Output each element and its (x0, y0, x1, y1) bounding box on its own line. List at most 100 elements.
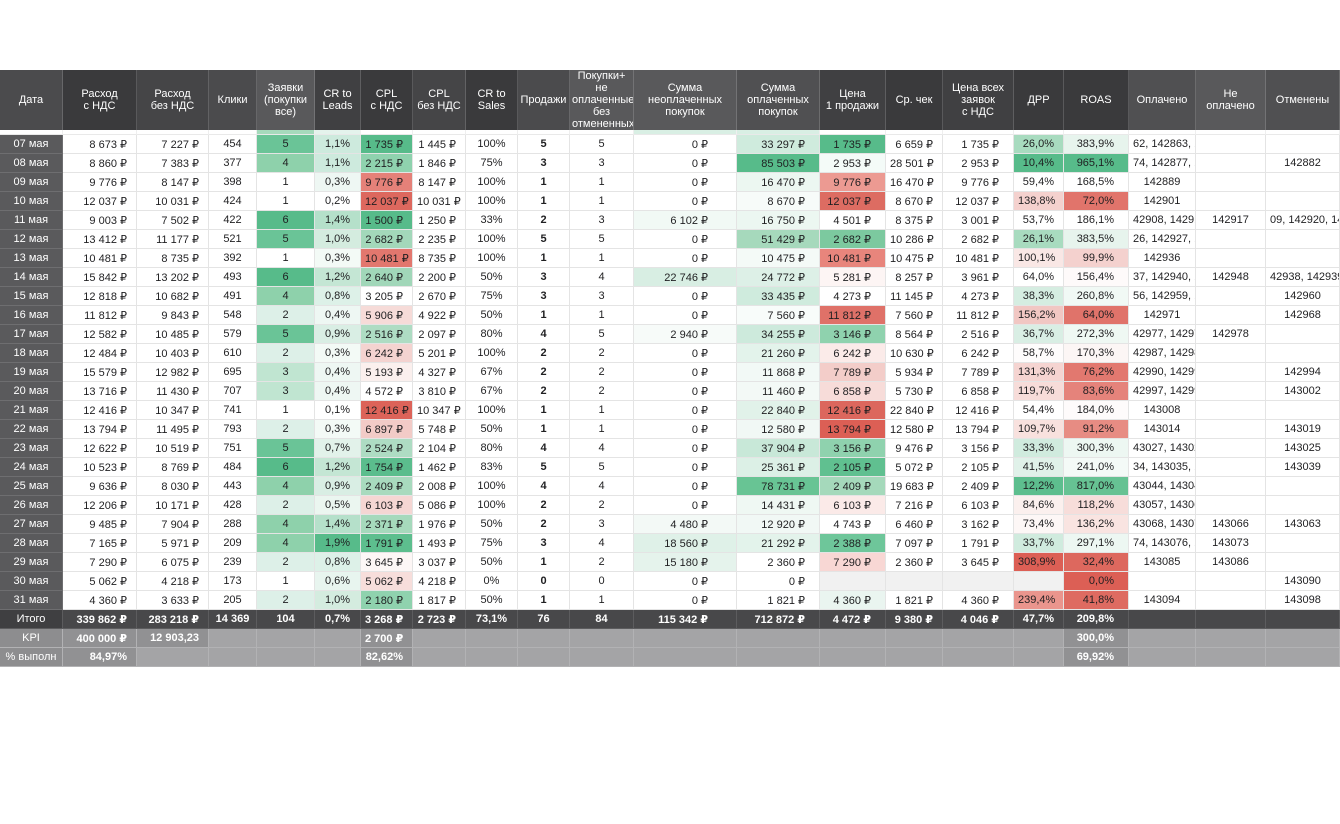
cell-cr_leads[interactable]: 0,8% (315, 553, 361, 572)
cell-avg_check[interactable]: 10 630 ₽ (886, 344, 943, 363)
cell-price_all[interactable]: 12 416 ₽ (943, 401, 1014, 420)
cell-exp_novat[interactable]: 13 202 ₽ (137, 268, 209, 287)
cell-purchases[interactable]: 4 (570, 439, 634, 458)
footer-cell-exp_vat[interactable]: 339 862 ₽ (63, 610, 137, 629)
cell-paid[interactable]: 143014 (1129, 420, 1196, 439)
cell-purchases[interactable]: 3 (570, 211, 634, 230)
cell-drr[interactable]: 26,0% (1014, 135, 1064, 154)
cell-sales[interactable]: 2 (518, 363, 570, 382)
cell-avg_check[interactable]: 16 470 ₽ (886, 173, 943, 192)
cell-drr[interactable]: 26,1% (1014, 230, 1064, 249)
column-header-price_one[interactable]: Цена 1 продажи (820, 70, 886, 130)
footer-cell-sales[interactable] (518, 648, 570, 667)
cell-exp_vat[interactable]: 8 673 ₽ (63, 135, 137, 154)
footer-cell-not_paid[interactable] (1196, 610, 1266, 629)
cell-cr_sales[interactable]: 67% (466, 382, 518, 401)
cell-sales[interactable]: 4 (518, 325, 570, 344)
cell-cr_sales[interactable]: 100% (466, 477, 518, 496)
cell-drr[interactable]: 12,2% (1014, 477, 1064, 496)
cell-cr_leads[interactable]: 0,2% (315, 192, 361, 211)
cell-sales[interactable]: 1 (518, 591, 570, 610)
row-header-cell[interactable]: 11 мая (0, 211, 63, 230)
cell-price_one[interactable]: 12 037 ₽ (820, 192, 886, 211)
cell-cpl_vat[interactable]: 5 906 ₽ (361, 306, 413, 325)
cell-price_all[interactable]: 1 735 ₽ (943, 135, 1014, 154)
footer-cell-exp_novat[interactable] (137, 648, 209, 667)
cell-drr[interactable]: 119,7% (1014, 382, 1064, 401)
column-header-exp_vat[interactable]: Расход с НДС (63, 70, 137, 130)
footer-cell-exp_novat[interactable]: 12 903,23 (137, 629, 209, 648)
cell-avg_check[interactable]: 7 216 ₽ (886, 496, 943, 515)
cell-price_all[interactable]: 7 789 ₽ (943, 363, 1014, 382)
cell-exp_novat[interactable]: 3 633 ₽ (137, 591, 209, 610)
cell-roas[interactable]: 300,3% (1064, 439, 1129, 458)
cell-cpl_vat[interactable]: 5 193 ₽ (361, 363, 413, 382)
cell-exp_vat[interactable]: 12 206 ₽ (63, 496, 137, 515)
cell-paid[interactable]: 42990, 142991 (1129, 363, 1196, 382)
cell-clicks[interactable]: 392 (209, 249, 257, 268)
row-header-cell[interactable]: 26 мая (0, 496, 63, 515)
cell-not_paid[interactable] (1196, 382, 1266, 401)
row-header-cell[interactable]: 30 мая (0, 572, 63, 591)
cell-avg_check[interactable]: 5 934 ₽ (886, 363, 943, 382)
cell-roas[interactable]: 136,2% (1064, 515, 1129, 534)
cell-avg_check[interactable]: 11 145 ₽ (886, 287, 943, 306)
cell-not_paid[interactable]: 143066 (1196, 515, 1266, 534)
cell-cr_sales[interactable]: 50% (466, 591, 518, 610)
cell-paid[interactable]: 26, 142927, 14 (1129, 230, 1196, 249)
footer-cell-exp_novat[interactable]: 283 218 ₽ (137, 610, 209, 629)
footer-label-pct_done[interactable]: % выполн (0, 648, 63, 667)
cell-not_paid[interactable] (1196, 458, 1266, 477)
cell-paid[interactable]: 142901 (1129, 192, 1196, 211)
cell-not_paid[interactable] (1196, 344, 1266, 363)
cell-sum_unpaid[interactable]: 0 ₽ (634, 496, 737, 515)
cell-not_paid[interactable] (1196, 477, 1266, 496)
cell-sum_paid[interactable]: 16 750 ₽ (737, 211, 820, 230)
cell-exp_novat[interactable]: 10 031 ₽ (137, 192, 209, 211)
row-header-cell[interactable]: 23 мая (0, 439, 63, 458)
cell-cpl_novat[interactable]: 2 200 ₽ (413, 268, 466, 287)
cell-roas[interactable]: 83,6% (1064, 382, 1129, 401)
cell-avg_check[interactable]: 7 097 ₽ (886, 534, 943, 553)
cell-sum_paid[interactable]: 34 255 ₽ (737, 325, 820, 344)
column-header-price_all[interactable]: Цена всех заявок с НДС (943, 70, 1014, 130)
cell-cpl_novat[interactable]: 1 976 ₽ (413, 515, 466, 534)
cell-sum_unpaid[interactable]: 18 560 ₽ (634, 534, 737, 553)
cell-drr[interactable]: 10,4% (1014, 154, 1064, 173)
cell-sum_unpaid[interactable]: 0 ₽ (634, 344, 737, 363)
cell-cancelled[interactable] (1266, 135, 1340, 154)
column-header-cr_sales[interactable]: CR to Sales (466, 70, 518, 130)
cell-exp_vat[interactable]: 13 716 ₽ (63, 382, 137, 401)
cell-purchases[interactable]: 2 (570, 496, 634, 515)
cell-roas[interactable]: 184,0% (1064, 401, 1129, 420)
footer-cell-leads[interactable] (257, 648, 315, 667)
cell-leads[interactable]: 4 (257, 534, 315, 553)
footer-cell-purchases[interactable] (570, 629, 634, 648)
cell-sales[interactable]: 2 (518, 496, 570, 515)
cell-cancelled[interactable]: 142968 (1266, 306, 1340, 325)
cell-sum_paid[interactable]: 8 670 ₽ (737, 192, 820, 211)
cell-paid[interactable]: 42908, 142913 (1129, 211, 1196, 230)
footer-cell-cpl_novat[interactable] (413, 648, 466, 667)
cell-drr[interactable]: 38,3% (1014, 287, 1064, 306)
cell-not_paid[interactable]: 143086 (1196, 553, 1266, 572)
cell-sum_unpaid[interactable]: 22 746 ₽ (634, 268, 737, 287)
cell-cpl_novat[interactable]: 8 735 ₽ (413, 249, 466, 268)
cell-cpl_vat[interactable]: 2 409 ₽ (361, 477, 413, 496)
cell-cancelled[interactable]: 142882 (1266, 154, 1340, 173)
cell-leads[interactable]: 5 (257, 325, 315, 344)
footer-cell-clicks[interactable] (209, 629, 257, 648)
cell-purchases[interactable]: 2 (570, 344, 634, 363)
cell-exp_vat[interactable]: 12 484 ₽ (63, 344, 137, 363)
cell-avg_check[interactable]: 6 460 ₽ (886, 515, 943, 534)
cell-cpl_novat[interactable]: 1 846 ₽ (413, 154, 466, 173)
column-header-roas[interactable]: ROAS (1064, 70, 1129, 130)
cell-price_one[interactable]: 6 103 ₽ (820, 496, 886, 515)
cell-cr_sales[interactable]: 80% (466, 325, 518, 344)
cell-clicks[interactable]: 173 (209, 572, 257, 591)
cell-not_paid[interactable]: 142917 (1196, 211, 1266, 230)
cell-cpl_vat[interactable]: 10 481 ₽ (361, 249, 413, 268)
cell-not_paid[interactable]: 143073 (1196, 534, 1266, 553)
cell-clicks[interactable]: 443 (209, 477, 257, 496)
cell-avg_check[interactable]: 28 501 ₽ (886, 154, 943, 173)
